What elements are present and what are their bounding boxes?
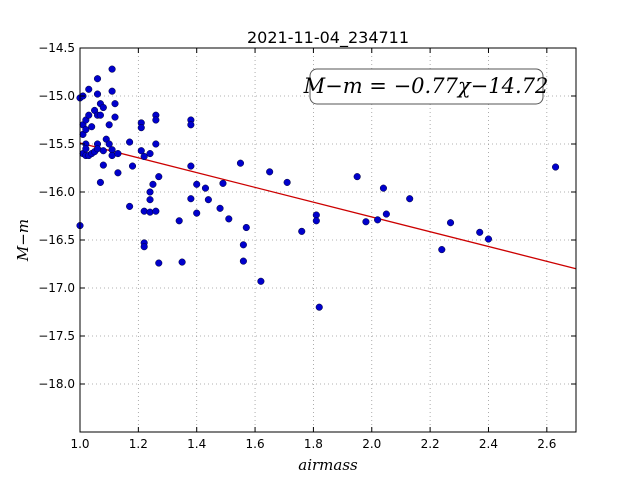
data-point: [152, 140, 160, 148]
data-point: [552, 163, 560, 171]
data-point: [105, 121, 113, 129]
data-point: [85, 111, 93, 119]
data-point: [137, 124, 145, 132]
data-point: [126, 138, 134, 146]
fit-line: [79, 142, 577, 270]
data-point: [82, 126, 90, 134]
data-point: [155, 173, 163, 181]
data-point: [96, 178, 104, 186]
data-point: [108, 65, 116, 73]
data-point: [140, 152, 148, 161]
chart-title: 2021-11-04_234711: [247, 28, 409, 48]
data-point: [140, 207, 148, 215]
data-point: [146, 188, 154, 196]
annotation-box: [309, 68, 544, 105]
x-axis-label: airmass: [298, 456, 358, 474]
data-point: [476, 228, 484, 236]
data-point: [152, 116, 160, 124]
data-point: [438, 246, 446, 254]
data-point: [152, 207, 160, 215]
y-tick-label: −15.0: [38, 89, 75, 103]
data-point: [178, 258, 186, 266]
data-point: [242, 223, 250, 232]
data-point: [374, 216, 382, 224]
data-point: [187, 121, 195, 129]
x-tick-label: 2.6: [537, 437, 556, 451]
x-tick-label: 1.0: [70, 437, 89, 451]
y-tick-label: −18.0: [38, 377, 75, 391]
data-point: [146, 150, 154, 158]
y-axis-label: M−m: [14, 219, 32, 262]
x-tick-label: 1.6: [246, 437, 265, 451]
data-point: [187, 162, 195, 170]
data-point: [108, 87, 116, 95]
x-tick-label: 2.4: [479, 437, 498, 451]
data-point: [111, 100, 119, 108]
data-point: [99, 161, 107, 169]
data-point: [236, 159, 245, 167]
data-point: [114, 150, 122, 158]
data-point: [446, 219, 455, 227]
data-point: [149, 180, 157, 188]
data-point: [99, 147, 107, 155]
data-point: [484, 235, 493, 243]
data-point: [216, 204, 224, 212]
y-tick-label: −17.0: [38, 281, 75, 295]
data-point: [175, 217, 183, 225]
x-tick-label: 2.2: [421, 437, 440, 451]
data-point: [315, 303, 323, 311]
x-tick-label: 2.0: [362, 437, 381, 451]
data-point: [93, 75, 102, 83]
data-point: [88, 123, 96, 131]
data-point: [204, 196, 212, 204]
data-point: [283, 178, 291, 186]
data-point: [239, 241, 247, 249]
data-point: [126, 202, 134, 210]
data-point: [266, 168, 274, 176]
data-point: [406, 195, 414, 203]
data-point: [257, 277, 265, 285]
data-point: [82, 145, 90, 153]
data-point: [193, 180, 201, 188]
data-point: [239, 257, 247, 265]
data-point: [193, 209, 201, 217]
x-tick-label: 1.2: [129, 437, 148, 451]
data-point: [105, 140, 113, 148]
data-point: [137, 147, 145, 155]
data-point: [187, 195, 195, 203]
data-point: [312, 217, 320, 225]
data-point: [382, 210, 390, 218]
data-point: [219, 179, 227, 187]
data-point: [140, 243, 148, 251]
data-point: [155, 259, 163, 267]
x-tick-label: 1.4: [187, 437, 206, 451]
data-point: [96, 111, 104, 119]
y-tick-label: −16.0: [38, 185, 75, 199]
data-point: [99, 103, 107, 112]
y-tick-label: −17.5: [38, 329, 75, 343]
y-tick-label: −14.5: [38, 41, 75, 55]
data-point: [93, 90, 102, 98]
data-point: [114, 169, 122, 177]
data-point: [298, 227, 306, 235]
x-tick-label: 1.8: [304, 437, 323, 451]
data-point: [128, 162, 137, 170]
data-point: [353, 173, 361, 181]
y-tick-label: −16.5: [38, 233, 75, 247]
plot-area: 1.0 1.2 1.4 1.6 1.8 2.0 2.2 2.4 2.6 −14.5 −15.0 −15…: [38, 41, 577, 451]
annotation-text: M−m = −0.77χ−14.72: [303, 74, 549, 98]
data-point: [85, 85, 93, 93]
data-point: [146, 196, 154, 204]
y-tick-label: −15.5: [38, 137, 75, 151]
data-point: [225, 215, 233, 223]
data-point: [201, 184, 210, 192]
data-point: [379, 184, 387, 192]
data-point: [111, 113, 119, 121]
data-point: [146, 208, 154, 216]
data-point: [362, 218, 370, 226]
